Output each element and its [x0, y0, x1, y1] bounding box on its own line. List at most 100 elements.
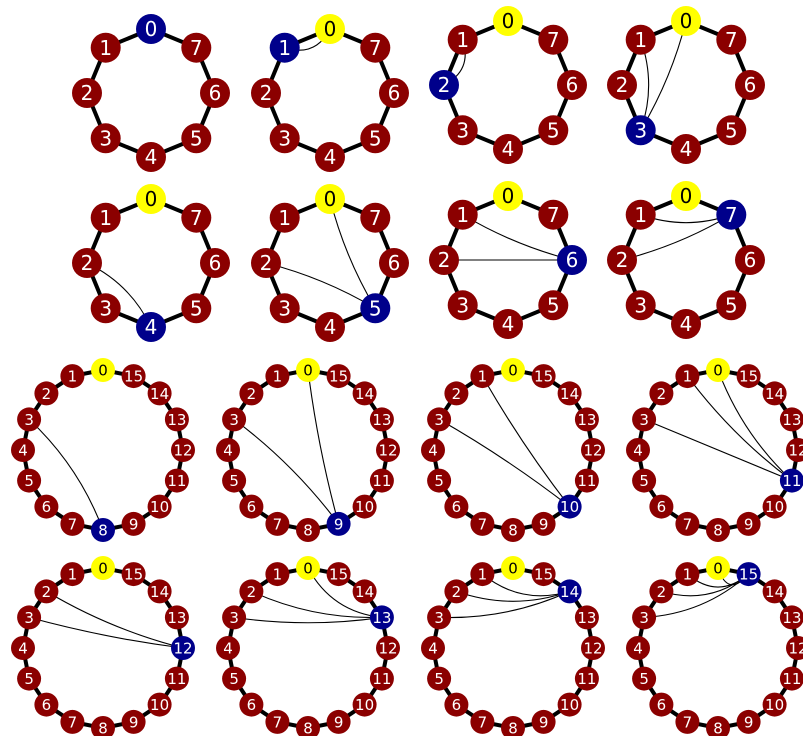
node-label-4: 4 [680, 312, 693, 336]
node-label-3: 3 [456, 119, 469, 143]
node-label-15: 15 [329, 368, 348, 386]
node-label-2: 2 [42, 385, 52, 403]
node-label-0: 0 [145, 17, 158, 41]
active-node-10 [557, 494, 582, 519]
node-label-0: 0 [303, 361, 313, 379]
chord-edge-15-3 [644, 573, 749, 618]
node-label-11: 11 [782, 472, 801, 490]
node-label-13: 13 [372, 411, 391, 429]
node-label-3: 3 [278, 297, 291, 321]
start-node-0 [296, 556, 320, 580]
node-4 [315, 312, 345, 342]
node-label-0: 0 [145, 187, 158, 211]
node-4 [216, 438, 240, 462]
node-label-7: 7 [683, 713, 693, 731]
node-5 [17, 468, 42, 493]
node-13 [574, 605, 599, 630]
node-label-6: 6 [42, 696, 52, 714]
node-1 [269, 202, 300, 233]
node-label-4: 4 [324, 315, 337, 339]
node-label-14: 14 [355, 385, 374, 403]
node-3 [17, 605, 42, 630]
node-label-3: 3 [99, 127, 112, 151]
node-label-10: 10 [765, 498, 784, 516]
active-node-9 [326, 511, 351, 536]
node-3 [17, 407, 42, 432]
node-12 [376, 636, 400, 660]
node-15 [531, 562, 556, 587]
node-6 [200, 78, 230, 108]
node-label-5: 5 [190, 127, 203, 151]
node-label-2: 2 [657, 385, 667, 403]
node-label-2: 2 [81, 81, 94, 105]
chord-edge-12-3 [28, 616, 184, 649]
start-node-0 [671, 181, 701, 211]
node-label-15: 15 [329, 566, 348, 584]
node-2 [607, 70, 637, 100]
node-3 [447, 115, 478, 146]
start-node-0 [706, 556, 730, 580]
node-6 [649, 494, 674, 519]
node-1 [470, 364, 495, 389]
node-label-14: 14 [765, 385, 784, 403]
node-13 [779, 605, 803, 630]
node-label-8: 8 [303, 719, 313, 736]
node-2 [239, 381, 264, 406]
node-label-15: 15 [739, 566, 758, 584]
node-label-9: 9 [334, 713, 344, 731]
node-4 [11, 636, 35, 660]
node-label-0: 0 [508, 559, 518, 577]
node-label-5: 5 [190, 297, 203, 321]
node-2 [251, 248, 281, 278]
node-4 [626, 438, 650, 462]
graph-panel-7: 0 123 4 567 [607, 181, 765, 339]
node-label-14: 14 [560, 385, 579, 403]
node-label-6: 6 [657, 498, 667, 516]
node-label-5: 5 [229, 670, 239, 688]
node-label-0: 0 [680, 9, 693, 33]
node-11 [164, 468, 189, 493]
node-label-7: 7 [725, 28, 738, 52]
node-label-7: 7 [725, 203, 738, 227]
node-6 [34, 692, 59, 717]
node-label-6: 6 [247, 696, 257, 714]
node-label-7: 7 [273, 515, 283, 533]
node-label-5: 5 [434, 472, 444, 490]
node-label-7: 7 [68, 515, 78, 533]
node-1 [447, 24, 478, 55]
node-label-1: 1 [273, 368, 283, 386]
node-1 [447, 199, 478, 230]
node-label-2: 2 [452, 385, 462, 403]
node-6 [239, 692, 264, 717]
node-12 [786, 438, 803, 462]
node-9 [121, 709, 146, 734]
node-13 [164, 407, 189, 432]
node-label-7: 7 [478, 515, 488, 533]
node-label-8: 8 [303, 521, 313, 539]
node-13 [574, 407, 599, 432]
active-node-7 [716, 199, 747, 230]
node-1 [625, 24, 656, 55]
node-7 [538, 24, 569, 55]
node-3 [632, 605, 657, 630]
node-label-3: 3 [229, 609, 239, 627]
node-label-5: 5 [229, 472, 239, 490]
node-10 [762, 494, 787, 519]
node-2 [429, 245, 459, 275]
node-label-6: 6 [657, 696, 667, 714]
node-2 [251, 78, 281, 108]
node-label-1: 1 [456, 203, 469, 227]
graph-panel-2: 0 123 4 567 [429, 6, 587, 164]
node-label-4: 4 [633, 639, 643, 657]
active-node-14 [557, 579, 582, 604]
node-8 [501, 518, 525, 542]
chord-edge-14-3 [439, 590, 570, 619]
node-5 [181, 123, 212, 154]
node-7 [60, 709, 85, 734]
node-4 [671, 134, 701, 164]
node-6 [444, 494, 469, 519]
node-2 [444, 579, 469, 604]
node-label-2: 2 [260, 251, 273, 275]
